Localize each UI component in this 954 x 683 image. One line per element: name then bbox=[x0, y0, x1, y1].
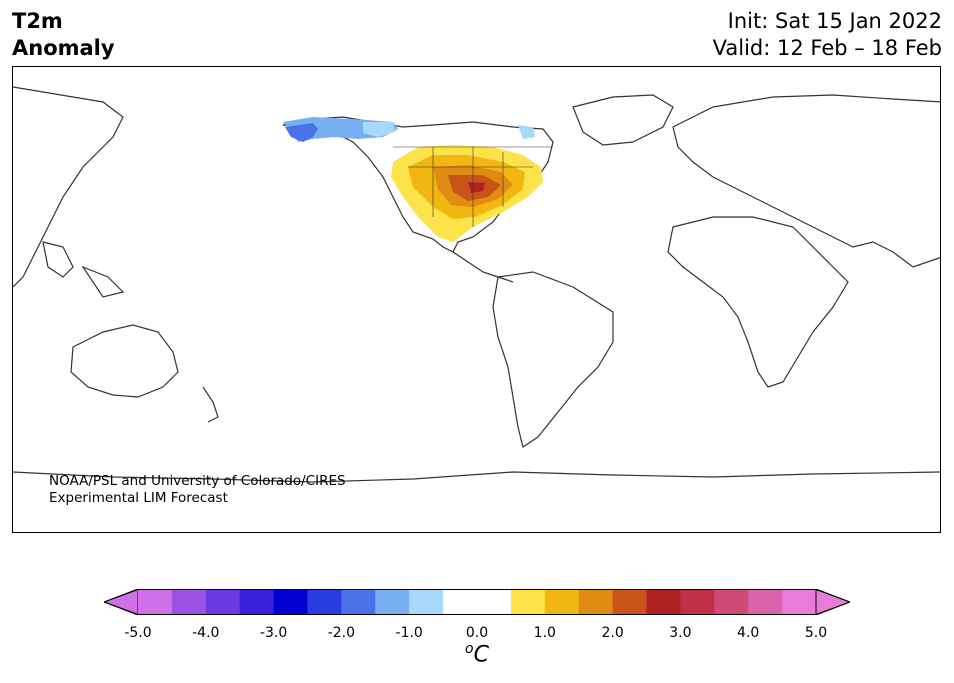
colorbar-tick-label: 5.0 bbox=[804, 625, 828, 641]
colorbar-segment bbox=[409, 589, 444, 615]
weak-cold-anomaly-region-east bbox=[518, 125, 535, 139]
weak-cold-anomaly-region bbox=[363, 122, 395, 137]
colorbar-tick-label: 3.0 bbox=[669, 625, 692, 641]
temperature-anomaly-field bbox=[283, 117, 543, 242]
colorbar-segment bbox=[138, 589, 173, 615]
colorbar-tick-label: -3.0 bbox=[259, 625, 288, 641]
forecast-dates: Init: Sat 15 Jan 2022 Valid: 12 Feb – 18… bbox=[713, 8, 942, 62]
colorbar-segment bbox=[477, 589, 512, 615]
colorbar-segment bbox=[578, 589, 614, 615]
colorbar-segment bbox=[307, 589, 342, 615]
colorbar-segment bbox=[544, 589, 580, 615]
title-line-2: Anomaly bbox=[12, 36, 115, 60]
credit-line-2: Experimental LIM Forecast bbox=[49, 490, 228, 506]
credit-line-1: NOAA/PSL and University of Colorado/CIRE… bbox=[49, 473, 346, 489]
credit-note: NOAA/PSL and University of Colorado/CIRE… bbox=[49, 473, 346, 507]
colorbar-segment bbox=[748, 589, 783, 615]
colorbar-tick-label: 1.0 bbox=[533, 625, 556, 641]
colorbar-segment bbox=[714, 589, 749, 615]
colorbar-extend-high bbox=[815, 589, 850, 615]
colorbar-segment bbox=[375, 589, 410, 615]
map-title: T2m Anomaly bbox=[12, 8, 115, 62]
unit-label: oC bbox=[465, 641, 489, 667]
colorbar-segment bbox=[782, 589, 817, 615]
colorbar-tick-label: 4.0 bbox=[737, 625, 760, 641]
colorbar-segment bbox=[646, 589, 681, 615]
colorbar-outline bbox=[104, 589, 850, 615]
colorbar-segment bbox=[171, 589, 207, 615]
map-canvas bbox=[13, 86, 940, 483]
colorbar-tick-label: 2.0 bbox=[601, 625, 624, 641]
peak-warm-anomaly-region bbox=[468, 182, 485, 193]
colorbar-segment bbox=[341, 589, 376, 615]
world-map bbox=[12, 66, 941, 533]
colorbar-segment bbox=[680, 589, 715, 615]
colorbar-tick-label: -4.0 bbox=[192, 625, 220, 641]
valid-range: Valid: 12 Feb – 18 Feb bbox=[712, 36, 942, 60]
init-date: Init: Sat 15 Jan 2022 bbox=[727, 9, 942, 33]
colorbar-segment bbox=[205, 589, 241, 615]
strong-cold-anomaly-region bbox=[285, 123, 318, 142]
colorbar-segment bbox=[273, 589, 308, 615]
colorbar-segment bbox=[239, 589, 275, 615]
colorbar bbox=[104, 589, 850, 615]
unit-letter: C bbox=[473, 642, 489, 668]
colorbar-tick-label: -1.0 bbox=[395, 625, 423, 641]
colorbar-tick-label: -5.0 bbox=[124, 625, 152, 641]
coastlines bbox=[13, 86, 940, 483]
colorbar-tick-label: -2.0 bbox=[327, 625, 356, 641]
colorbar-segment bbox=[510, 589, 546, 615]
colorbar-tick-label: 0.0 bbox=[465, 625, 489, 641]
colorbar-extend-low bbox=[104, 589, 139, 615]
country-borders bbox=[393, 146, 553, 227]
title-line-1: T2m bbox=[12, 9, 63, 33]
colorbar-segment bbox=[443, 589, 478, 615]
colorbar-segment bbox=[612, 589, 647, 615]
unit-degree-marker: o bbox=[465, 641, 474, 657]
